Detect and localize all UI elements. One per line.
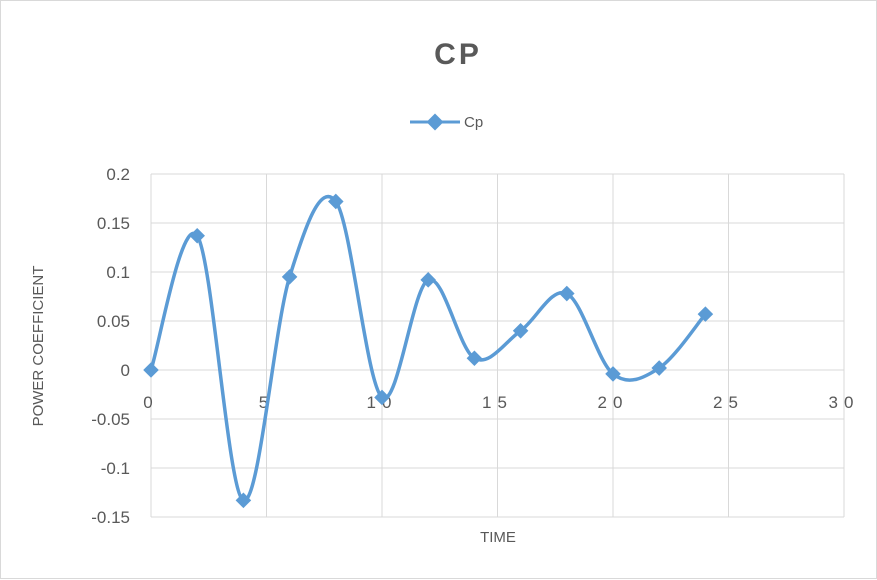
y-tick-label: 0.05 bbox=[97, 312, 130, 331]
y-tick-label: -0.05 bbox=[91, 410, 130, 429]
x-tick-label: 30 bbox=[829, 393, 860, 412]
y-tick-labels: -0.15 -0.1 -0.05 0 0.05 0.1 0.15 0.2 bbox=[91, 165, 130, 527]
data-point-marker bbox=[143, 362, 159, 378]
data-point-marker bbox=[235, 492, 252, 509]
x-tick-label: 25 bbox=[713, 393, 744, 412]
data-point-marker bbox=[328, 193, 344, 210]
legend-marker-cp bbox=[426, 113, 444, 131]
y-axis-label: POWER COEFFICIENT bbox=[30, 266, 47, 427]
y-tick-label: -0.15 bbox=[91, 508, 130, 527]
x-tick-label: 0 bbox=[143, 393, 158, 412]
y-tick-label: 0.15 bbox=[97, 214, 130, 233]
series-line-cp bbox=[149, 194, 708, 503]
legend: Cp bbox=[410, 113, 483, 131]
series-group bbox=[143, 193, 714, 509]
legend-label-cp: Cp bbox=[464, 114, 483, 131]
x-tick-label: 15 bbox=[482, 393, 513, 412]
data-point-marker bbox=[189, 227, 205, 244]
grid bbox=[150, 173, 845, 518]
y-tick-label: 0.1 bbox=[106, 263, 130, 282]
x-tick-label: 5 bbox=[259, 393, 274, 412]
y-tick-label: -0.1 bbox=[101, 459, 130, 478]
y-tick-label: 0.2 bbox=[106, 165, 130, 184]
y-tick-label: 0 bbox=[121, 361, 130, 380]
x-axis-label: TIME bbox=[480, 529, 516, 546]
chart-title: CP bbox=[434, 38, 482, 71]
x-tick-label: 20 bbox=[598, 393, 629, 412]
data-point-marker bbox=[281, 269, 298, 285]
x-tick-labels: 051015202530 bbox=[143, 393, 860, 412]
